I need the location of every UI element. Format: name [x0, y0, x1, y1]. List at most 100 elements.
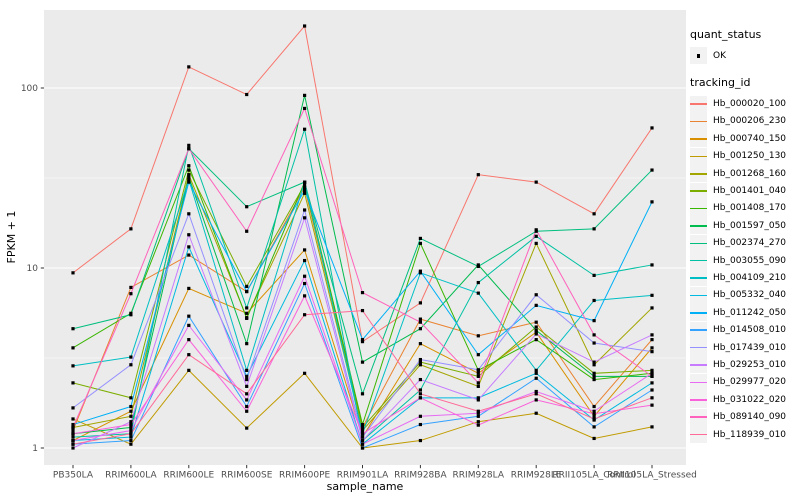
- data-point: [245, 409, 249, 413]
- data-point: [187, 65, 191, 69]
- data-point: [303, 216, 307, 220]
- data-point: [245, 398, 249, 402]
- data-point: [476, 423, 480, 427]
- data-point: [592, 374, 596, 378]
- data-point: [71, 381, 75, 385]
- legend: quant_status OK tracking_id Hb_000020_10…: [690, 28, 798, 443]
- data-point: [129, 409, 133, 413]
- data-point: [187, 212, 191, 216]
- legend-item-label: Hb_014508_010: [713, 325, 787, 336]
- legend-item-tracking: Hb_001401_040: [690, 182, 798, 200]
- x-tick-label: RRIM600LE: [163, 471, 214, 481]
- data-point: [71, 364, 75, 368]
- legend-key: [690, 373, 707, 391]
- data-point: [476, 411, 480, 415]
- data-point: [303, 180, 307, 184]
- data-point: [71, 446, 75, 450]
- data-point: [187, 143, 191, 147]
- data-point: [303, 248, 307, 252]
- x-tick-label: RRIM928BA: [394, 471, 447, 481]
- data-point: [129, 313, 133, 317]
- data-point: [129, 422, 133, 427]
- series-color-line-icon: [690, 399, 707, 401]
- data-point: [476, 291, 480, 295]
- legend-item-ok: OK: [690, 47, 798, 65]
- legend-key: [690, 199, 707, 217]
- x-tick-label: RRII105LA_Control: [552, 471, 635, 481]
- data-point: [245, 289, 249, 294]
- data-point: [245, 392, 249, 396]
- data-point: [245, 404, 249, 409]
- data-point: [360, 438, 365, 443]
- data-point: [303, 208, 307, 212]
- x-tick-label: RRIM600LA: [105, 471, 157, 481]
- data-point: [534, 330, 538, 334]
- legend-item-label: Hb_029253_010: [713, 359, 787, 370]
- data-point: [476, 280, 480, 285]
- data-point: [476, 381, 480, 385]
- legend-item-label: Hb_001250_130: [713, 151, 787, 162]
- data-point: [303, 274, 307, 278]
- data-point: [71, 346, 75, 350]
- series-color-line-icon: [690, 155, 707, 158]
- data-point: [418, 320, 422, 324]
- data-point: [129, 363, 133, 367]
- data-point: [245, 311, 249, 315]
- data-point: [187, 353, 191, 357]
- data-point: [650, 200, 654, 204]
- data-point: [71, 442, 75, 446]
- legend-item-label: Hb_003055_090: [713, 255, 787, 266]
- series-color-line-icon: [690, 207, 707, 210]
- legend-item-tracking: Hb_001408_170: [690, 199, 798, 217]
- legend-key: [690, 339, 707, 357]
- series-color-line-icon: [690, 242, 707, 245]
- legend-item-label: Hb_118939_010: [713, 429, 787, 440]
- data-point: [418, 388, 422, 392]
- data-point: [129, 442, 133, 446]
- series-color-line-icon: [690, 225, 707, 227]
- data-point: [650, 263, 654, 267]
- legend-key: [690, 95, 707, 113]
- data-point: [476, 371, 480, 375]
- x-tick-label: RRIM600SE: [221, 471, 273, 481]
- legend-item-label: Hb_001408_170: [713, 203, 787, 214]
- data-point: [418, 236, 422, 241]
- data-point: [418, 342, 422, 346]
- data-point: [303, 106, 307, 111]
- data-point: [129, 435, 133, 439]
- data-point: [534, 303, 538, 307]
- legend-item-tracking: Hb_001597_050: [690, 217, 798, 235]
- data-point: [476, 353, 480, 357]
- series-color-line-icon: [690, 259, 707, 262]
- point-marker-icon: [697, 54, 701, 58]
- data-point: [650, 381, 654, 385]
- legend-item-tracking: Hb_089140_090: [690, 408, 798, 426]
- data-point: [360, 446, 365, 450]
- data-point: [592, 417, 596, 421]
- legend-item-tracking: Hb_011242_050: [690, 304, 798, 322]
- legend-item-label: Hb_089140_090: [713, 412, 787, 423]
- legend-title-tracking-id: tracking_id: [690, 76, 751, 90]
- data-point: [360, 308, 365, 313]
- series-color-line-icon: [690, 294, 707, 297]
- data-point: [187, 323, 191, 327]
- data-point: [129, 428, 133, 433]
- data-point: [245, 205, 249, 209]
- data-point: [187, 314, 191, 318]
- data-point: [71, 432, 75, 436]
- data-point: [592, 212, 596, 216]
- plot-panel: [44, 10, 686, 465]
- data-point: [303, 294, 307, 298]
- x-tick-label: RRIM901LA: [337, 471, 389, 481]
- data-point: [650, 374, 654, 378]
- data-point: [592, 404, 596, 409]
- legend-key: [690, 304, 707, 322]
- data-point: [360, 360, 365, 364]
- data-point: [592, 341, 596, 345]
- y-tick-label: 10: [27, 264, 39, 274]
- legend-item-tracking: Hb_000206_230: [690, 112, 798, 130]
- data-point: [129, 438, 133, 443]
- series-color-line-icon: [690, 277, 707, 279]
- data-point: [418, 317, 422, 321]
